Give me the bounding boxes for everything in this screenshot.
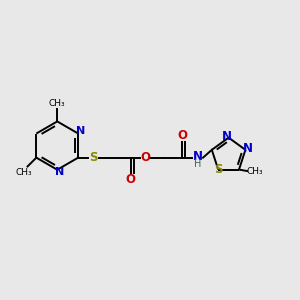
Text: N: N — [55, 167, 64, 177]
Text: N: N — [243, 142, 254, 155]
Text: S: S — [214, 163, 223, 176]
Text: S: S — [89, 151, 98, 164]
Text: N: N — [222, 130, 232, 143]
Text: O: O — [140, 151, 150, 164]
Text: N: N — [193, 150, 203, 163]
Text: O: O — [126, 173, 136, 186]
Text: CH₃: CH₃ — [49, 99, 66, 108]
Text: N: N — [76, 126, 85, 136]
Text: H: H — [194, 159, 201, 169]
Text: CH₃: CH₃ — [247, 167, 263, 176]
Text: O: O — [178, 129, 188, 142]
Text: CH₃: CH₃ — [16, 168, 32, 177]
